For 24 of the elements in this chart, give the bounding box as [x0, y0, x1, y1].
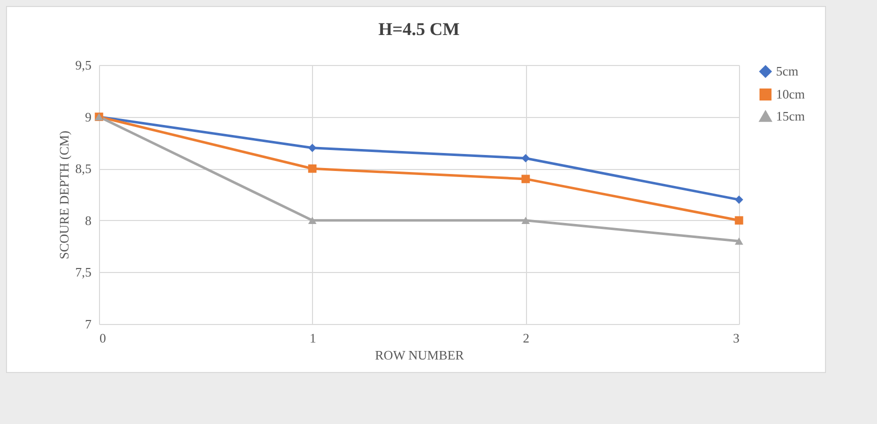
y-tick-label: 9 [85, 109, 92, 124]
x-axis-title: ROW NUMBER [375, 348, 464, 362]
legend-label: 10cm [776, 86, 805, 102]
y-tick-label: 7 [85, 316, 92, 332]
point [521, 174, 530, 184]
point [521, 216, 530, 224]
y-tick-label: 8,5 [75, 161, 92, 176]
y-tick-label: 8 [85, 212, 92, 228]
point [734, 237, 744, 245]
y-axis-title: SCOURE DEPTH (CM) [56, 130, 72, 260]
x-tick-label: 2 [522, 330, 530, 346]
point [521, 154, 530, 162]
point [308, 164, 317, 173]
point [734, 216, 744, 225]
chart-title: H=4.5 CM [378, 19, 460, 39]
legend-label: 5cm [776, 64, 798, 78]
y-tick-label: 9,5 [75, 58, 92, 72]
x-tick-label: 3 [733, 330, 740, 346]
y-tick-label: 7,5 [75, 264, 92, 280]
legend-label: 15cm [776, 108, 805, 124]
x-tick-label: 0 [100, 330, 106, 346]
point [308, 216, 317, 224]
point [734, 195, 744, 204]
x-tick-label: 1 [310, 330, 316, 346]
